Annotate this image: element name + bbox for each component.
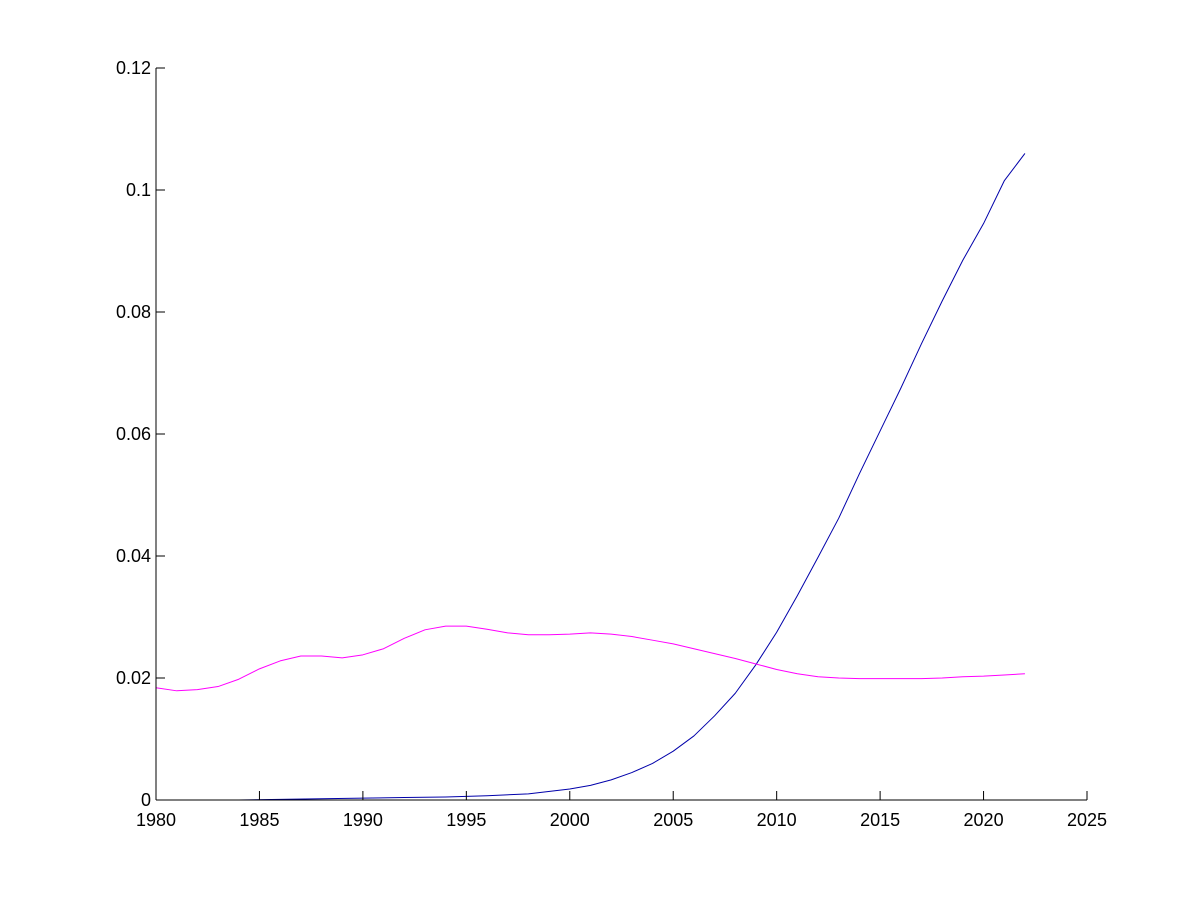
x-tick-label: 2010	[757, 810, 797, 830]
y-tick-label: 0.12	[116, 58, 151, 78]
x-tick-label: 2000	[550, 810, 590, 830]
x-tick-label: 1980	[136, 810, 176, 830]
series-line-2	[155, 625, 1025, 692]
y-tick-label: 0	[141, 790, 151, 810]
plot-lines	[155, 153, 1026, 801]
axes: 1980 1985 1990 1995 2000 2005 2010 2015 2020 2025…	[116, 58, 1107, 830]
x-tick-label: 1990	[343, 810, 383, 830]
y-tick-label: 0.1	[126, 180, 151, 200]
y-tick-label: 0.02	[116, 668, 151, 688]
x-tick-label: 2020	[964, 810, 1004, 830]
y-tick-label: 0.04	[116, 546, 151, 566]
x-tick-label: 1995	[446, 810, 486, 830]
x-tick-label: 2015	[860, 810, 900, 830]
x-tick-label: 2005	[653, 810, 693, 830]
y-tick-label: 0.08	[116, 302, 151, 322]
x-tick-label: 1985	[239, 810, 279, 830]
x-tick-label: 2025	[1067, 810, 1107, 830]
y-tick-label: 0.06	[116, 424, 151, 444]
series-line-1	[156, 153, 1026, 801]
